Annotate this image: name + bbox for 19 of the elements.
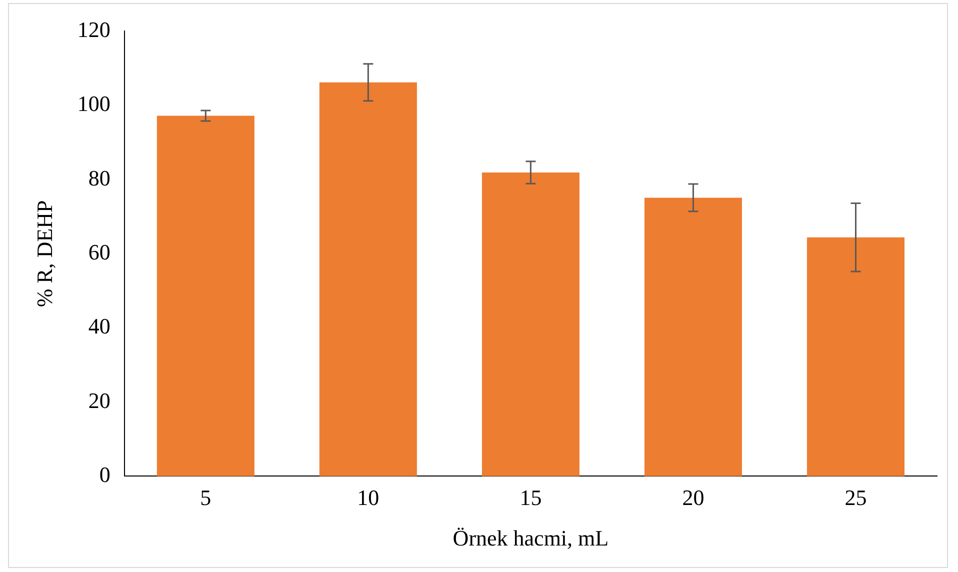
y-axis-title: % R, DEHP bbox=[32, 200, 57, 308]
y-tick-label: 80 bbox=[88, 165, 110, 190]
y-tick-label: 60 bbox=[88, 239, 110, 264]
x-tick-label: 20 bbox=[682, 485, 704, 510]
bar bbox=[806, 237, 904, 476]
y-tick-label: 120 bbox=[77, 16, 110, 42]
bar bbox=[644, 198, 742, 476]
x-tick-label: 10 bbox=[357, 485, 380, 510]
y-tick-label: 20 bbox=[88, 388, 110, 413]
bar bbox=[156, 116, 254, 476]
y-tick-label: 40 bbox=[88, 314, 110, 339]
x-tick-label: 15 bbox=[520, 485, 542, 510]
x-tick-label: 5 bbox=[200, 485, 212, 510]
x-tick-label: 25 bbox=[844, 485, 867, 510]
bar bbox=[319, 82, 417, 476]
y-tick-label: 100 bbox=[77, 91, 110, 116]
y-tick-label: 0 bbox=[99, 462, 110, 487]
x-axis-title: Örnek hacmi, mL bbox=[452, 526, 609, 551]
bar bbox=[482, 172, 580, 476]
